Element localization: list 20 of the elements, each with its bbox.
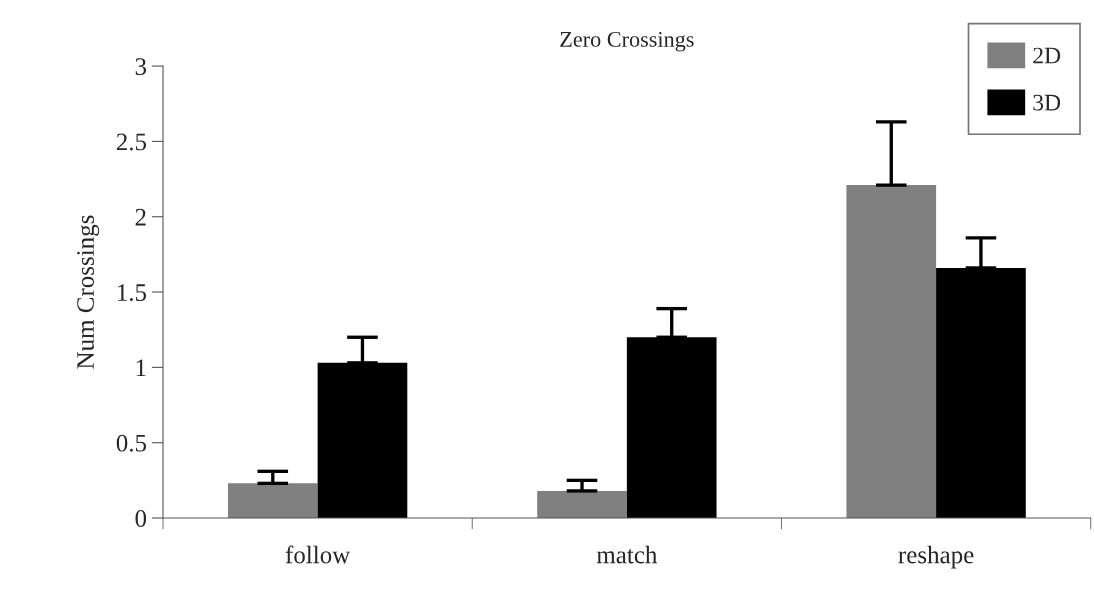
y-tick-label: 2.5 xyxy=(116,133,147,151)
legend-label: 2D xyxy=(1033,47,1061,64)
legend-label: 3D xyxy=(1033,94,1061,111)
x-tick-label: follow xyxy=(285,545,351,564)
y-tick-label: 0 xyxy=(135,510,147,527)
bar xyxy=(626,337,717,519)
y-tick-label: 3 xyxy=(135,58,147,75)
bar xyxy=(227,483,318,519)
bar xyxy=(537,490,627,519)
bar xyxy=(317,362,408,519)
x-tick-label: match xyxy=(596,545,658,564)
x-tick-label: reshape xyxy=(898,545,974,569)
y-tick-label: 1.5 xyxy=(117,284,147,302)
chart-title: Zero Crossings xyxy=(560,31,694,52)
y-tick-label: 1 xyxy=(136,359,146,377)
bar xyxy=(846,185,937,519)
bar xyxy=(936,267,1026,519)
y-tick-label: 0.5 xyxy=(116,434,147,452)
y-axis-title: Num Crossings xyxy=(77,215,100,369)
y-tick-label: 2 xyxy=(135,208,146,226)
